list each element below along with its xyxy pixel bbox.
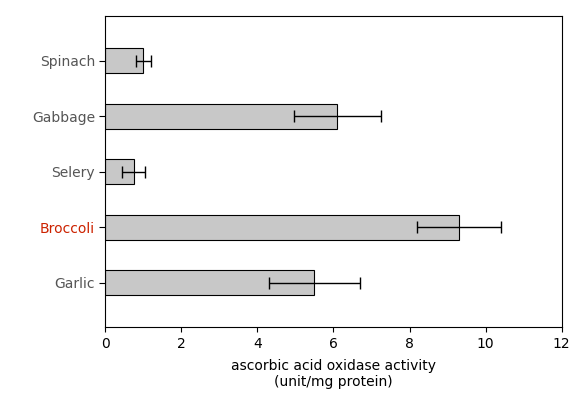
Bar [105,159,134,184]
Bar [105,48,143,73]
Bar [105,215,459,240]
Bar [105,104,337,129]
Bar [105,270,315,295]
X-axis label: ascorbic acid oxidase activity
(unit/mg protein): ascorbic acid oxidase activity (unit/mg … [231,359,436,389]
